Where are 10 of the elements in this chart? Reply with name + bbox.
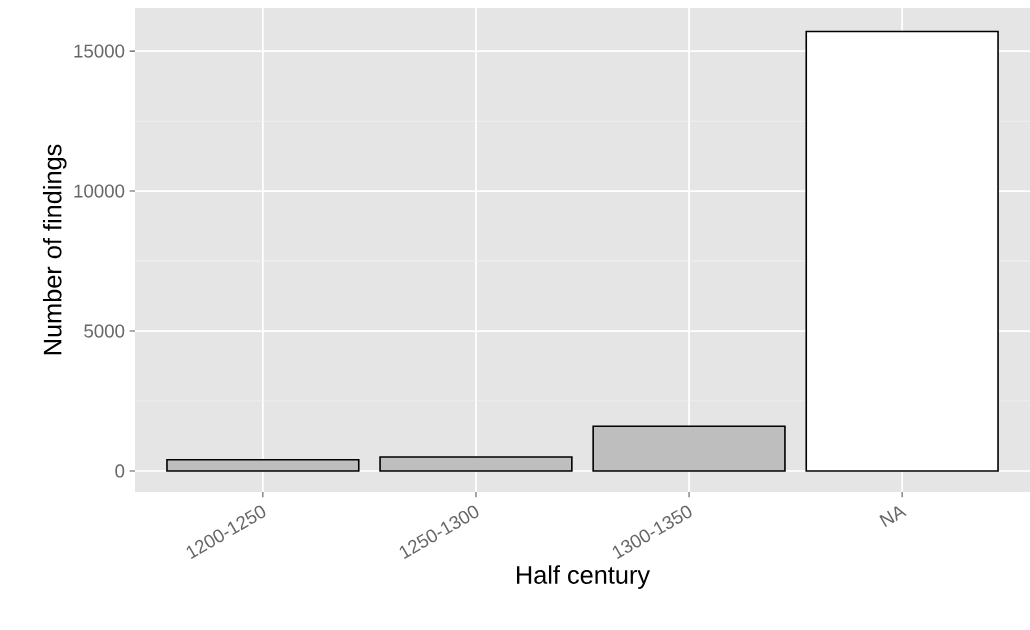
bar	[592, 425, 786, 472]
bar	[166, 458, 360, 472]
y-tick-label: 15000	[74, 44, 125, 58]
y-tick-label: 10000	[74, 184, 125, 198]
y-tick-label: 0	[115, 464, 125, 478]
y-tick-label: 5000	[84, 324, 125, 338]
x-axis-title: Half century	[517, 565, 650, 589]
x-tick-label: NA	[879, 506, 907, 528]
bar	[379, 456, 573, 472]
y-axis-title: Number of findings	[42, 144, 67, 355]
